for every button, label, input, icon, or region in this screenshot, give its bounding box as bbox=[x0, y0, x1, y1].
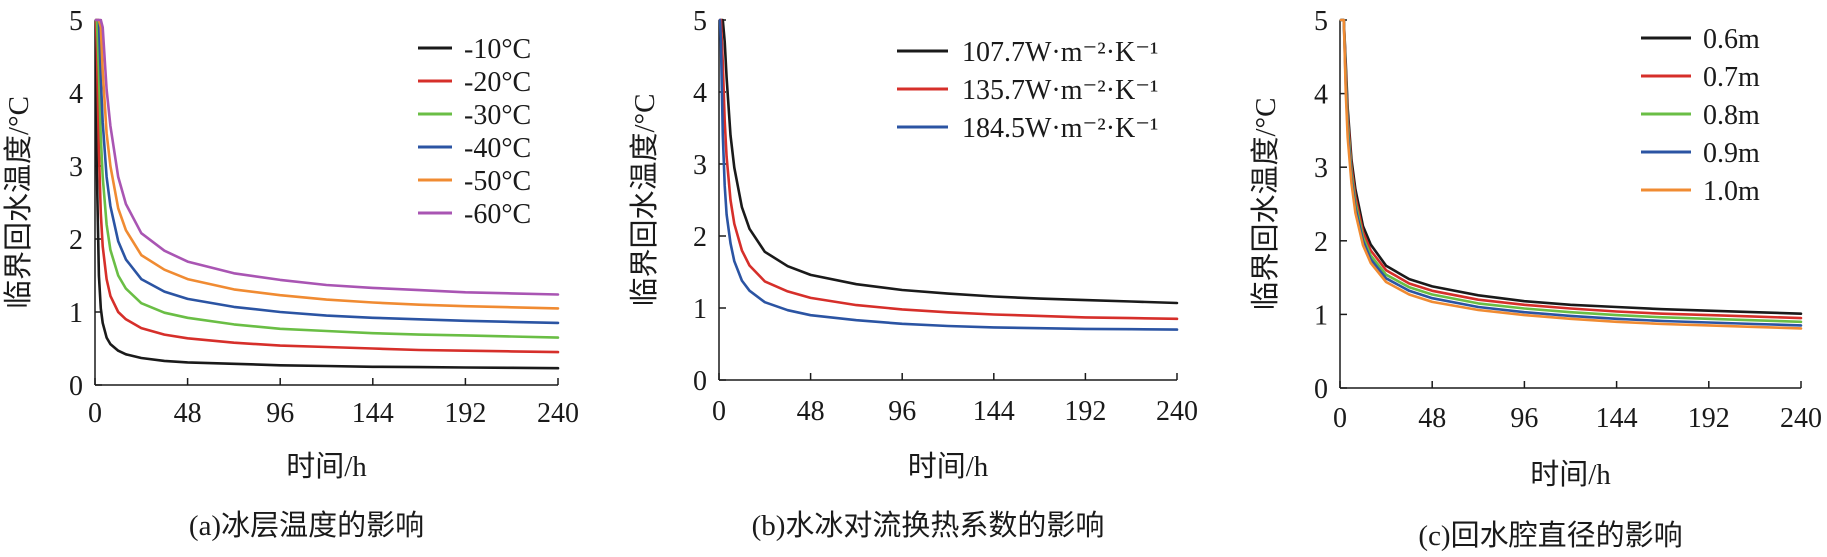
legend: 107.7W·m⁻²·K⁻¹ 135.7W·m⁻²·K⁻¹ 184.5W·m⁻²·K… bbox=[897, 37, 1158, 144]
x-axis-title: 时间/h bbox=[908, 450, 989, 483]
x-tick-label: 96 bbox=[266, 398, 294, 429]
y-tick-label: 1 bbox=[693, 294, 707, 325]
y-tick-label: 4 bbox=[1314, 80, 1328, 111]
x-tick-label: 0 bbox=[712, 396, 726, 427]
y-tick-label: 5 bbox=[69, 6, 83, 37]
x-tick-label: 144 bbox=[973, 396, 1015, 427]
x-axis-title: 时间/h bbox=[1530, 458, 1611, 491]
x-tick-label: 48 bbox=[797, 396, 825, 427]
y-tick-label: 1 bbox=[69, 298, 83, 329]
x-tick-label: 0 bbox=[88, 398, 102, 429]
y-tick-label: 2 bbox=[1314, 227, 1328, 258]
legend-label: -60°C bbox=[464, 199, 531, 230]
x-tick-label: 240 bbox=[1780, 403, 1822, 434]
x-tick-label: 48 bbox=[174, 398, 202, 429]
legend-label: 107.7W·m⁻²·K⁻¹ bbox=[962, 37, 1158, 68]
y-tick-label: 0 bbox=[693, 366, 707, 397]
legend-label: 0.6m bbox=[1703, 24, 1760, 55]
series-line bbox=[718, 18, 1179, 331]
y-tick-label: 3 bbox=[1314, 153, 1328, 184]
chart-panel: 0 1 2 3 4 5 0 48 96 144 192 240 -10°C-20°C-30°C-40°C… bbox=[2, 6, 579, 542]
legend-label: -20°C bbox=[464, 67, 531, 98]
y-tick-label: 3 bbox=[693, 150, 707, 181]
x-tick-label: 144 bbox=[1596, 403, 1638, 434]
y-axis-title: 临界回水温度/°C bbox=[2, 96, 35, 309]
y-tick-label: 4 bbox=[693, 78, 707, 109]
legend-label: -50°C bbox=[464, 166, 531, 197]
y-axis-title: 临界回水温度/°C bbox=[1249, 98, 1282, 311]
legend: 0.6m 0.7m 0.8m 0.9m 1.0m bbox=[1641, 24, 1760, 207]
legend-label: -30°C bbox=[464, 100, 531, 131]
legend-label: 0.7m bbox=[1703, 62, 1760, 93]
y-tick-label: 3 bbox=[69, 152, 83, 183]
chart-panel: 0 1 2 3 4 5 0 48 96 144 192 240 0.6m 0.7m 0.8m 0.9m 1.0m… bbox=[1249, 6, 1822, 552]
series-line bbox=[718, 18, 1179, 321]
series-line bbox=[94, 18, 560, 296]
legend-label: -40°C bbox=[464, 133, 531, 164]
x-axis-title: 时间/h bbox=[286, 450, 367, 483]
x-tick-label: 240 bbox=[537, 398, 579, 429]
series-line bbox=[718, 18, 1179, 305]
y-tick-label: 1 bbox=[1314, 300, 1328, 331]
series-line bbox=[94, 18, 560, 354]
series-line bbox=[94, 18, 560, 310]
legend-label: -10°C bbox=[464, 34, 531, 65]
legend: -10°C-20°C-30°C-40°C-50°C-60°C bbox=[418, 34, 531, 230]
legend-label: 0.8m bbox=[1703, 100, 1760, 131]
y-tick-label: 4 bbox=[69, 79, 83, 110]
panel-caption: (c)回水腔直径的影响 bbox=[1418, 519, 1682, 552]
x-tick-label: 240 bbox=[1156, 396, 1198, 427]
x-tick-label: 96 bbox=[888, 396, 916, 427]
y-tick-label: 0 bbox=[69, 371, 83, 402]
series-line bbox=[1339, 18, 1803, 330]
x-tick-label: 192 bbox=[444, 398, 486, 429]
y-tick-label: 5 bbox=[693, 6, 707, 37]
legend-label: 184.5W·m⁻²·K⁻¹ bbox=[962, 113, 1158, 144]
y-tick-label: 2 bbox=[693, 222, 707, 253]
y-tick-label: 5 bbox=[1314, 6, 1328, 37]
x-tick-label: 144 bbox=[352, 398, 394, 429]
x-tick-label: 0 bbox=[1333, 403, 1347, 434]
legend-label: 135.7W·m⁻²·K⁻¹ bbox=[962, 75, 1158, 106]
y-axis-title: 临界回水温度/°C bbox=[628, 94, 661, 307]
chart-panel: 0 1 2 3 4 5 0 48 96 144 192 240 107.7W·m⁻²·K⁻¹ 135.7W… bbox=[628, 6, 1198, 542]
x-tick-label: 192 bbox=[1064, 396, 1106, 427]
y-tick-label: 2 bbox=[69, 225, 83, 256]
series-line bbox=[94, 18, 560, 339]
panel-caption: (b)水冰对流换热系数的影响 bbox=[752, 509, 1105, 542]
series-line bbox=[94, 18, 560, 325]
x-tick-label: 48 bbox=[1418, 403, 1446, 434]
x-tick-label: 192 bbox=[1688, 403, 1730, 434]
x-tick-label: 96 bbox=[1510, 403, 1538, 434]
series-line bbox=[94, 18, 560, 370]
legend-label: 1.0m bbox=[1703, 176, 1760, 207]
legend-label: 0.9m bbox=[1703, 138, 1760, 169]
panel-caption: (a)冰层温度的影响 bbox=[189, 509, 424, 542]
y-tick-label: 0 bbox=[1314, 374, 1328, 405]
